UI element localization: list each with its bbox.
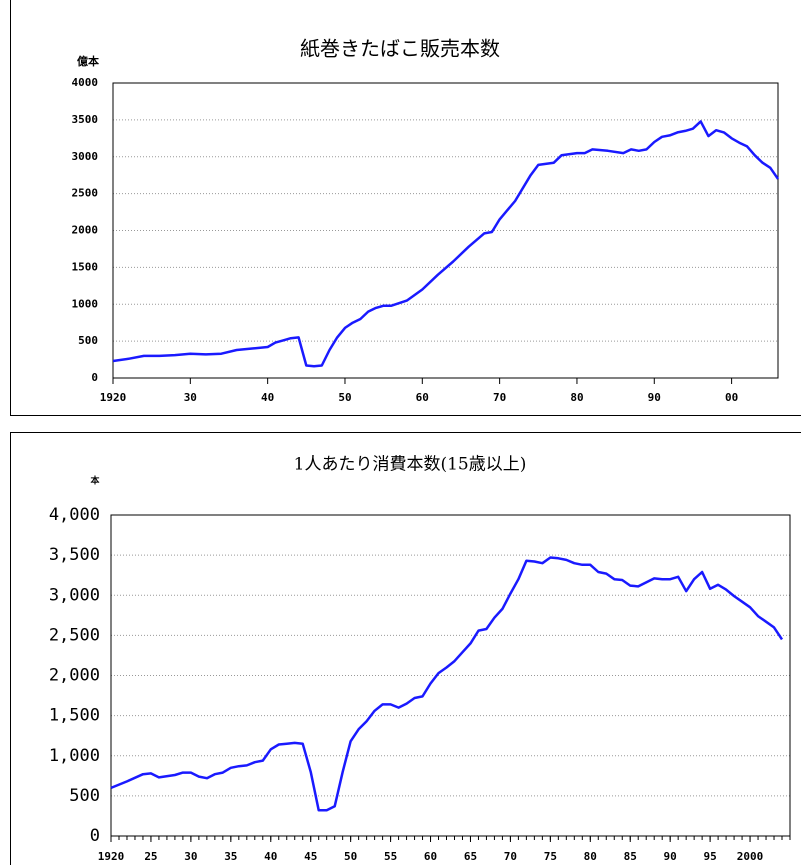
x-tick-label: 40	[261, 391, 274, 404]
chart-title: 紙巻きたばこ販売本数	[300, 37, 500, 61]
y-tick-label: 2000	[72, 224, 99, 237]
x-tick-label: 80	[584, 850, 597, 863]
x-tick-label: 40	[264, 850, 277, 863]
x-tick-label: 80	[570, 391, 583, 404]
plot-frame	[110, 514, 791, 837]
y-tick-label: 2,000	[49, 666, 100, 686]
x-tick-label: 1920	[98, 850, 125, 863]
x-tick-label: 1920	[100, 391, 127, 404]
y-tick-label: 4000	[72, 76, 99, 89]
y-tick-label: 3500	[72, 113, 99, 126]
y-tick-label: 4,000	[49, 505, 100, 525]
y-tick-label: 0	[90, 826, 100, 846]
x-tick-label: 75	[544, 850, 557, 863]
x-tick-label: 50	[338, 391, 351, 404]
y-tick-label: 3,000	[49, 585, 100, 605]
x-tick-label: 60	[424, 850, 437, 863]
x-tick-label: 45	[304, 850, 317, 863]
y-tick-label: 1500	[72, 260, 99, 273]
y-tick-label: 2,500	[49, 625, 100, 645]
plot-frame	[112, 82, 779, 379]
chart-title: 1人あたり消費本数(15歳以上)	[294, 455, 527, 475]
y-tick-label: 500	[78, 334, 98, 347]
x-tick-label: 30	[184, 391, 197, 404]
y-tick-label: 3000	[72, 150, 99, 163]
y-tick-label: 1,000	[49, 746, 100, 766]
x-tick-label: 70	[493, 391, 506, 404]
y-tick-label: 1000	[72, 297, 99, 310]
y-tick-label: 0	[91, 371, 98, 384]
x-tick-label: 90	[664, 850, 677, 863]
x-tick-label: 60	[416, 391, 429, 404]
x-tick-label: 85	[624, 850, 637, 863]
x-tick-label: 25	[144, 850, 157, 863]
x-tick-label: 50	[344, 850, 357, 863]
x-tick-label: 00	[725, 391, 738, 404]
x-tick-label: 70	[504, 850, 517, 863]
y-unit-label: 億本	[77, 54, 99, 68]
x-tick-label: 30	[184, 850, 197, 863]
x-tick-label: 95	[703, 850, 716, 863]
x-tick-label: 2000	[737, 850, 764, 863]
y-tick-label: 3,500	[49, 545, 100, 565]
x-tick-label: 35	[224, 850, 237, 863]
x-tick-label: 90	[648, 391, 661, 404]
y-tick-label: 500	[69, 786, 100, 806]
data-line	[110, 556, 784, 812]
data-line	[112, 120, 780, 368]
y-tick-label: 1,500	[49, 706, 100, 726]
x-tick-label: 65	[464, 850, 477, 863]
y-unit-label: 本	[90, 475, 100, 487]
y-tick-label: 2500	[72, 187, 99, 200]
x-tick-label: 55	[384, 850, 397, 863]
